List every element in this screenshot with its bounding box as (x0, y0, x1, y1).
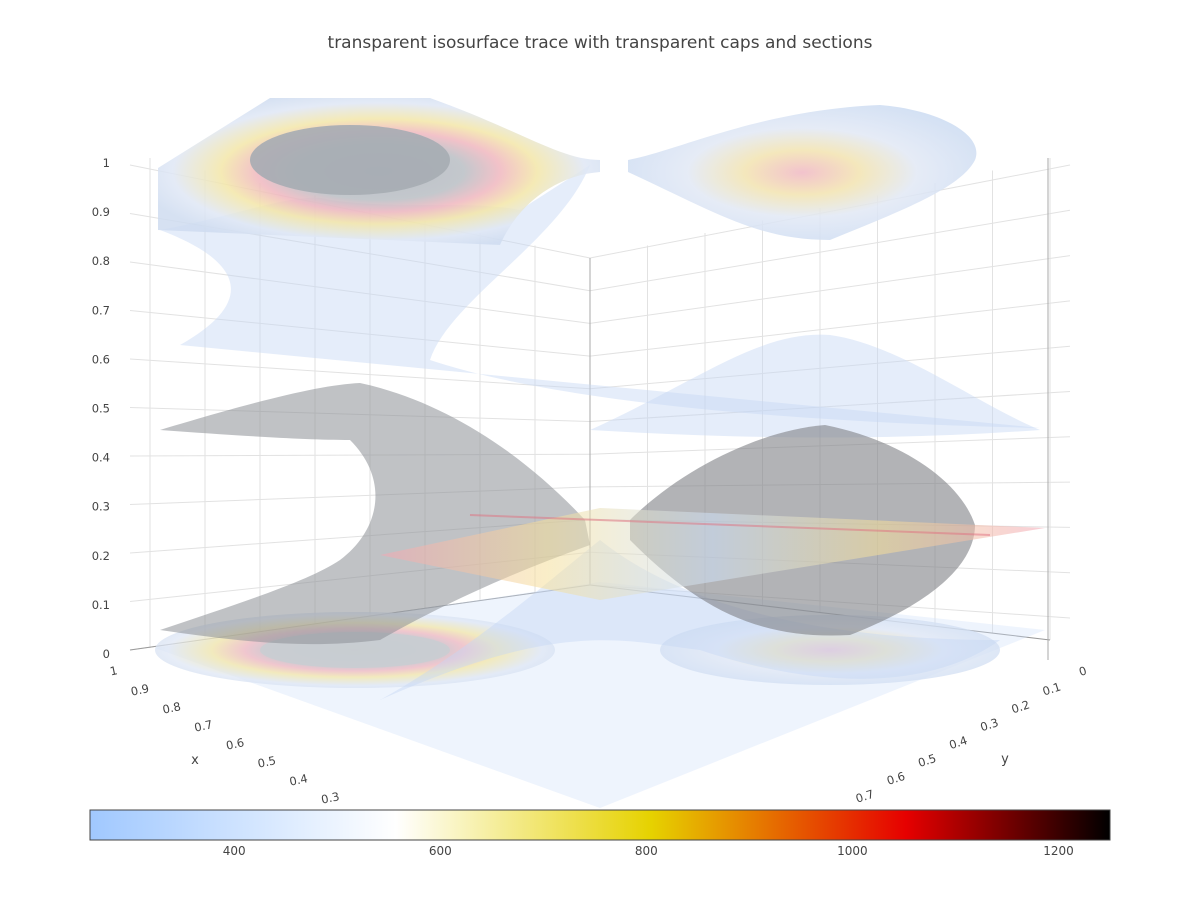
y-tick-label: 0.3 (978, 715, 1000, 734)
z-tick-label: 0.3 (92, 500, 110, 514)
x-tick-label: 0.5 (256, 753, 277, 770)
y-tick-label: 0.6 (885, 769, 907, 788)
z-tick-label: 0.2 (92, 549, 110, 563)
top-cap-right (628, 105, 977, 240)
grid-line-left-wall (129, 310, 591, 357)
y-tick-label: 0.2 (1010, 697, 1032, 716)
grid-line-right-wall (589, 300, 1071, 357)
grid-line-left-wall (129, 358, 591, 390)
z-tick-label: 0 (103, 647, 110, 661)
z-tick-label: 0.1 (92, 598, 110, 612)
grid-line-left-wall (129, 261, 591, 324)
colorbar-tick-label: 800 (635, 844, 658, 858)
y-tick-label: 0.7 (854, 787, 876, 806)
x-tick-label: 0.8 (161, 699, 182, 716)
z-tick-label: 0.9 (92, 205, 110, 219)
x-tick-label: 1 (109, 663, 119, 678)
slice-edge (469, 514, 991, 536)
grid-line-right-wall (589, 345, 1071, 390)
z-tick-label: 0.8 (92, 254, 110, 268)
colorbar: 400 600 800 1000 1200 (89, 809, 1111, 858)
z-axis: 0 0.1 0.2 0.3 0.4 0.5 0.6 0.7 0.8 0.9 1 (92, 156, 110, 661)
z-tick-label: 0.7 (92, 303, 110, 317)
y-axis-title: y (1001, 752, 1009, 767)
grid-line-right-wall (589, 391, 1071, 422)
grid-line-right-wall (589, 209, 1071, 292)
blue-surface-lower (380, 540, 1000, 700)
x-tick-label: 0.3 (320, 789, 341, 806)
y-tick-label: 0.4 (947, 733, 969, 752)
bottom-cap-right (660, 615, 1000, 685)
grid-line-left-wall (129, 453, 591, 457)
z-tick-label: 0.6 (92, 352, 110, 366)
isosurface-volume (155, 98, 1045, 808)
x-tick-label: 0.7 (193, 717, 214, 734)
y-axis: 0 0.1 0.2 0.3 0.4 0.5 0.6 0.7 y (854, 663, 1089, 805)
z-tick-label: 1 (103, 156, 110, 170)
x-axis: 1 0.9 0.8 0.7 0.6 0.5 0.4 0.3 x (109, 663, 341, 806)
x-axis-title: x (191, 753, 199, 768)
y-tick-label: 0.5 (916, 751, 938, 770)
y-tick-label: 0.1 (1041, 680, 1063, 699)
y-tick-label: 0 (1077, 663, 1088, 679)
colorbar-tick-label: 600 (429, 844, 452, 858)
colorbar-tick-label: 400 (223, 844, 246, 858)
top-hole-left (250, 125, 450, 195)
x-tick-label: 0.4 (288, 771, 309, 788)
colorbar-tick-label: 1000 (837, 844, 868, 858)
colorbar-ticks: 400 600 800 1000 1200 (223, 844, 1074, 858)
x-tick-label: 0.6 (225, 735, 246, 752)
x-tick-label: 0.9 (130, 681, 151, 698)
grid-line-right-wall (589, 255, 1071, 324)
gray-surface-left (160, 383, 590, 645)
blue-surface-right (590, 334, 1040, 438)
z-tick-label: 0.5 (92, 402, 110, 416)
chart-title: transparent isosurface trace with transp… (327, 33, 873, 53)
colorbar-tick-label: 1200 (1043, 844, 1074, 858)
colorbar-gradient (89, 809, 1111, 841)
z-tick-label: 0.4 (92, 451, 110, 465)
